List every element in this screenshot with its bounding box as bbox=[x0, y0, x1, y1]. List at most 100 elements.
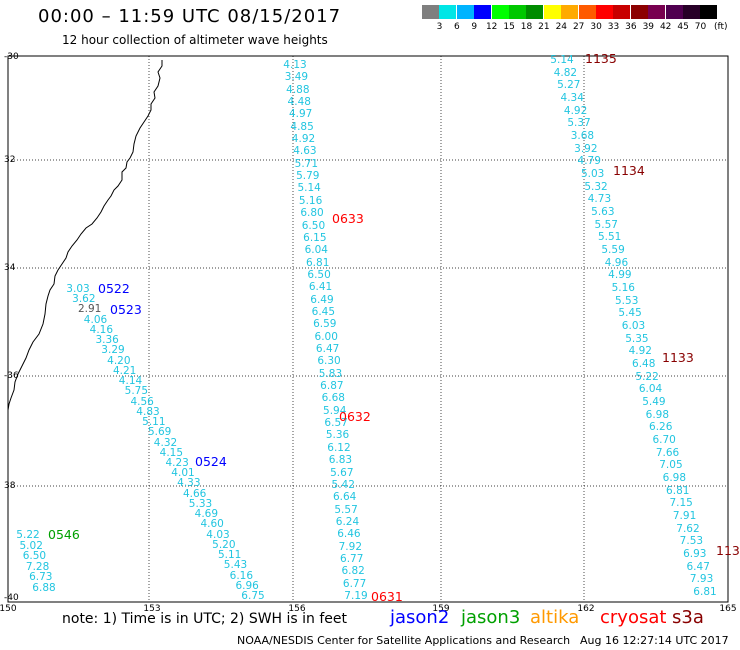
wave-height-value: 5.63 bbox=[591, 206, 615, 218]
scale-label: 24 bbox=[555, 22, 568, 32]
wave-height-value: 6.50 bbox=[307, 268, 331, 281]
wave-height-value: 4.66 bbox=[182, 487, 207, 500]
wave-height-value: 6.83 bbox=[328, 454, 353, 467]
scale-swatch bbox=[543, 5, 561, 19]
wave-height-value: 6.75 bbox=[241, 590, 265, 602]
wave-height-value: 5.32 bbox=[584, 180, 608, 193]
wave-height-value: 6.64 bbox=[332, 491, 357, 504]
pass-label: 0546 bbox=[48, 527, 80, 542]
wave-height-value: 6.50 bbox=[22, 550, 47, 563]
pass-label: 0633 bbox=[332, 211, 364, 226]
wave-height-value: 4.96 bbox=[604, 256, 629, 269]
pass-label: 0524 bbox=[195, 454, 227, 469]
scale-label: 3 bbox=[436, 22, 443, 32]
wave-height-value: 5.49 bbox=[642, 396, 666, 408]
wave-height-value: 5.43 bbox=[223, 559, 248, 572]
wave-height-value: 6.49 bbox=[310, 293, 334, 306]
scale-label: 30 bbox=[590, 22, 602, 32]
scale-label: 39 bbox=[642, 22, 655, 32]
lon-label: 156 bbox=[288, 604, 306, 614]
wave-height-value: 7.91 bbox=[672, 510, 697, 522]
wave-height-value: 6.50 bbox=[301, 219, 326, 232]
coastline bbox=[7, 60, 163, 411]
scale-label: 36 bbox=[625, 22, 637, 32]
wave-height-value: 5.03 bbox=[580, 168, 605, 180]
wave-height-value: 4.23 bbox=[165, 456, 189, 469]
wave-height-value: 7.53 bbox=[679, 535, 704, 548]
wave-height-value: 3.62 bbox=[72, 293, 96, 306]
wave-height-value: 4.03 bbox=[206, 528, 230, 541]
wave-height-value: 5.67 bbox=[330, 466, 354, 479]
legend-item: jason2 bbox=[390, 607, 450, 628]
page-subtitle: 12 hour collection of altimeter wave hei… bbox=[62, 33, 328, 47]
scale-label: 9 bbox=[471, 22, 478, 32]
scale-swatch bbox=[596, 5, 613, 19]
wave-height-value: 6.12 bbox=[327, 441, 351, 454]
wave-height-value: 6.15 bbox=[303, 231, 327, 244]
wave-height-value: 4.01 bbox=[171, 467, 195, 480]
wave-height-value: 6.98 bbox=[645, 408, 670, 421]
note-text: note: 1) Time is in UTC; 2) SWH is in fe… bbox=[62, 611, 348, 627]
scale-label: 33 bbox=[607, 22, 620, 32]
wave-height-value: 4.85 bbox=[290, 120, 314, 133]
pass-label: 0522 bbox=[98, 281, 130, 296]
wave-height-value: 4.34 bbox=[560, 92, 584, 104]
wave-height-value: 5.36 bbox=[325, 429, 350, 442]
lat-label: -36 bbox=[4, 371, 19, 381]
wave-height-value: 4.20 bbox=[107, 354, 131, 367]
wave-height-value: 6.41 bbox=[308, 281, 333, 294]
wave-height-value: 5.45 bbox=[618, 307, 642, 320]
legend-item: jason3 bbox=[461, 607, 521, 628]
legend-item: cryosat bbox=[600, 607, 667, 628]
wave-height-value: 5.16 bbox=[611, 282, 635, 294]
wave-height-value: 6.77 bbox=[340, 552, 364, 565]
wave-height-value: 5.11 bbox=[217, 549, 242, 562]
lon-label: 153 bbox=[143, 604, 161, 614]
lon-label: 165 bbox=[719, 604, 737, 614]
wave-height-value: 4.60 bbox=[200, 518, 224, 531]
scale-swatch bbox=[509, 5, 526, 19]
scale-swatch bbox=[422, 5, 439, 19]
scale-unit: (ft) bbox=[714, 22, 728, 32]
wave-height-value: 6.77 bbox=[342, 577, 367, 590]
scale-label: 45 bbox=[677, 22, 689, 32]
wave-height-value: 6.88 bbox=[32, 582, 56, 594]
wave-height-value: 6.59 bbox=[313, 318, 337, 331]
wave-height-value: 5.11 bbox=[142, 416, 166, 429]
wave-height-value: 7.66 bbox=[655, 446, 680, 459]
wave-height-value: 6.45 bbox=[311, 305, 336, 318]
wave-height-value: 6.03 bbox=[621, 320, 646, 332]
wave-height-value: 4.63 bbox=[293, 145, 317, 158]
scale-swatch bbox=[456, 5, 474, 19]
wave-height-value: 6.81 bbox=[305, 256, 330, 269]
wave-height-value: 4.88 bbox=[286, 83, 310, 96]
wave-height-value: 7.05 bbox=[659, 459, 683, 472]
scale-swatch bbox=[613, 5, 631, 19]
pass-label: 1133 bbox=[662, 350, 694, 365]
wave-height-value: 4.15 bbox=[159, 446, 184, 459]
wave-height-value: 6.82 bbox=[341, 565, 365, 578]
wave-height-value: 4.82 bbox=[553, 66, 578, 79]
wave-height-value: 5.51 bbox=[597, 231, 622, 244]
scale-swatch bbox=[665, 5, 683, 19]
wave-height-value: 6.70 bbox=[652, 434, 676, 446]
lon-label: 150 bbox=[0, 604, 17, 614]
page-title: 00:00 – 11:59 UTC 08/15/2017 bbox=[38, 6, 342, 27]
wave-height-value: 4.48 bbox=[287, 96, 311, 109]
scale-swatch bbox=[491, 5, 509, 19]
wave-height-value: 5.71 bbox=[294, 157, 319, 170]
lat-label: -30 bbox=[4, 52, 19, 62]
wave-height-value: 6.93 bbox=[683, 548, 707, 560]
wave-height-value: 4.92 bbox=[628, 345, 652, 358]
scale-label: 21 bbox=[538, 22, 550, 32]
wave-height-value: 6.87 bbox=[320, 380, 344, 393]
wave-height-value: 6.00 bbox=[314, 330, 338, 343]
wave-height-value: 6.80 bbox=[300, 207, 324, 220]
wave-height-value: 5.27 bbox=[557, 79, 581, 92]
wave-height-value: 4.92 bbox=[563, 104, 588, 117]
wave-height-value: 6.04 bbox=[304, 244, 328, 257]
wave-height-value: 6.81 bbox=[693, 586, 717, 598]
wave-height-value: 5.75 bbox=[124, 385, 149, 398]
